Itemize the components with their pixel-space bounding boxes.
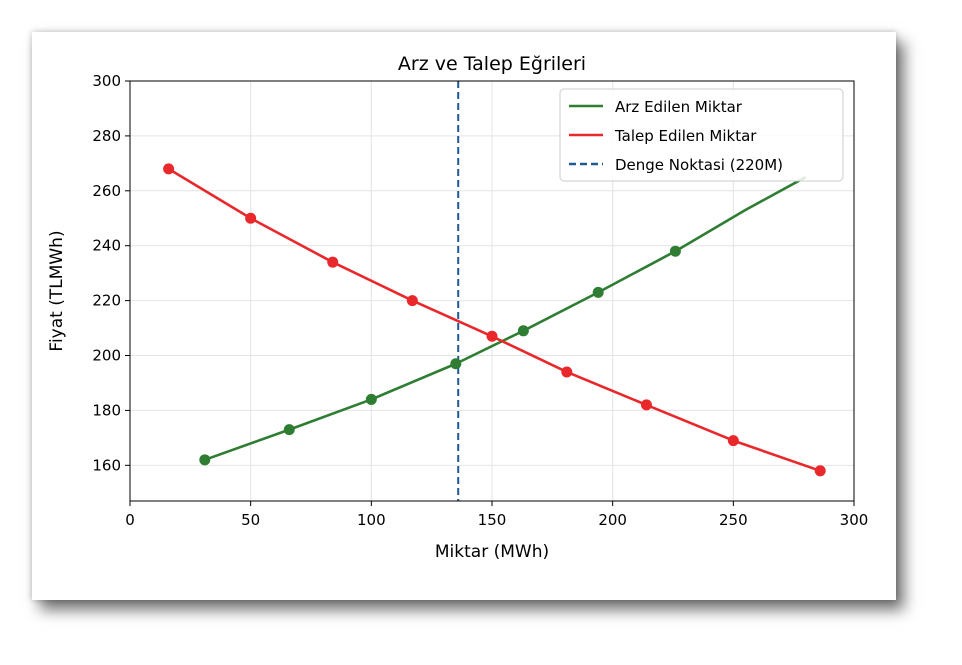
legend-label-equilibrium: Denge Noktasi (220M) <box>615 156 783 174</box>
supply-point <box>365 393 377 405</box>
x-tick-label: 150 <box>478 511 507 529</box>
y-tick-label: 200 <box>92 347 121 365</box>
supply-point <box>450 358 462 370</box>
chart-title: Arz ve Talep Eğrileri <box>398 53 586 75</box>
y-tick-label: 160 <box>92 456 121 474</box>
chart-card: 0 50 100 150 200 250 300 160 180 200 220 240 260 280… <box>32 32 896 600</box>
supply-point <box>669 245 681 257</box>
x-tick-label: 100 <box>357 511 386 529</box>
supply-point <box>517 325 529 337</box>
supply-point <box>283 424 295 436</box>
y-tick-label: 280 <box>92 127 121 145</box>
y-tick-label: 260 <box>92 182 121 200</box>
demand-point <box>727 435 739 447</box>
series-layer <box>163 163 826 477</box>
x-tick-label: 0 <box>125 511 135 529</box>
x-tick-label: 300 <box>840 511 869 529</box>
x-tick-label: 250 <box>719 511 748 529</box>
demand-point <box>406 295 418 307</box>
demand-point <box>640 399 652 411</box>
legend-label-supply: Arz Edilen Miktar <box>615 98 743 116</box>
demand-point <box>561 366 573 378</box>
y-tick-label: 180 <box>92 401 121 419</box>
y-axis-label: Fiyat (TLMWh) <box>47 230 67 351</box>
demand-point <box>486 330 498 342</box>
y-axis-ticks: 160 180 200 220 240 260 280 300 <box>92 72 130 474</box>
demand-point <box>327 256 339 268</box>
supply-line <box>204 175 807 462</box>
legend: Arz Edilen Miktar Talep Edilen Miktar Deng… <box>559 88 844 182</box>
supply-point <box>592 286 604 298</box>
x-axis-ticks: 0 50 100 150 200 250 300 <box>125 501 868 529</box>
x-tick-label: 200 <box>598 511 627 529</box>
y-tick-label: 300 <box>92 72 121 90</box>
demand-point <box>245 212 257 224</box>
demand-point <box>163 163 175 175</box>
y-tick-label: 240 <box>92 237 121 255</box>
legend-box <box>559 88 844 182</box>
supply-point <box>199 454 211 466</box>
legend-label-demand: Talep Edilen Miktar <box>614 127 757 145</box>
demand-line <box>167 167 821 473</box>
x-axis-label: Miktar (MWh) <box>435 542 549 562</box>
demand-point <box>814 465 826 477</box>
y-tick-label: 220 <box>92 292 121 310</box>
x-tick-label: 50 <box>241 511 260 529</box>
supply-demand-chart: 0 50 100 150 200 250 300 160 180 200 220 240 260 280… <box>47 53 868 562</box>
